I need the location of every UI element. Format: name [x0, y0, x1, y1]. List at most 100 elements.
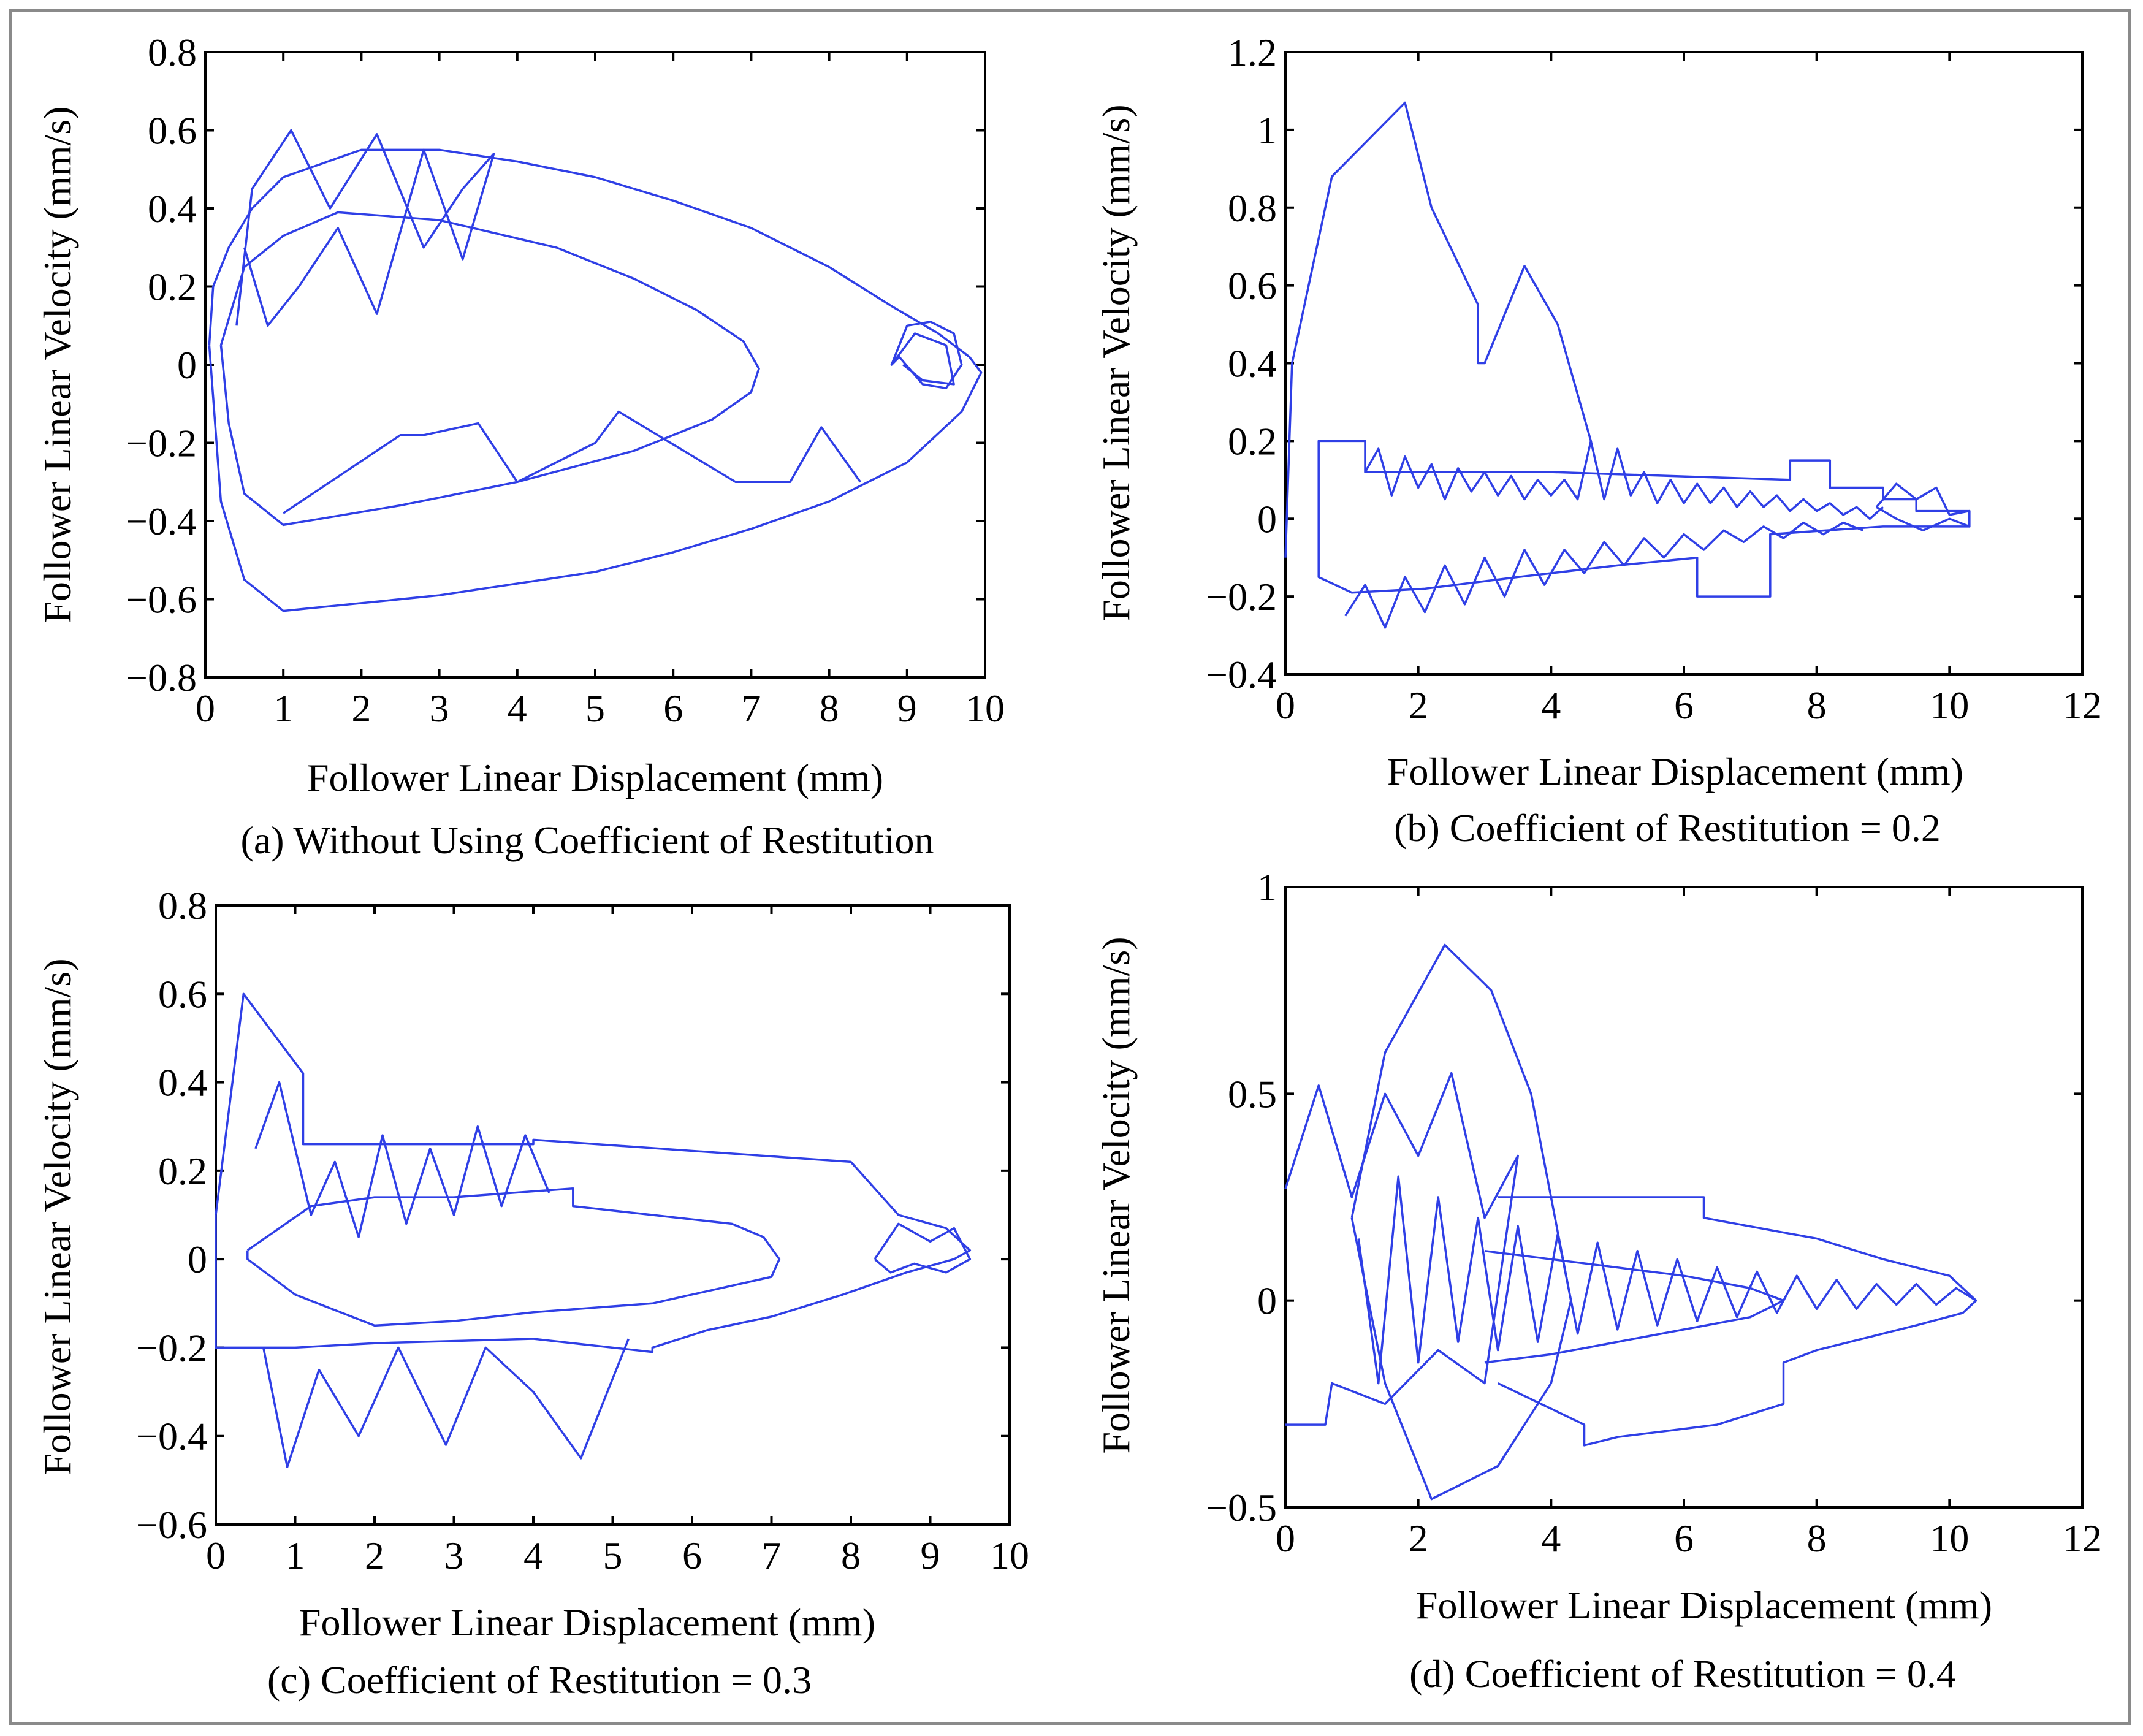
panel-b-xtick-label: 10	[1930, 683, 1969, 727]
panel-c-xtick-label: 6	[682, 1534, 702, 1577]
panel-a-caption: (a) Without Using Coefficient of Restitu…	[241, 818, 934, 862]
panel-a-ytick-label: −0.2	[126, 422, 197, 465]
panel-a-xtick-label: 0	[196, 687, 215, 730]
panel-b-xtick-label: 4	[1541, 683, 1561, 727]
panel-c-xtick-label: 0	[206, 1534, 226, 1577]
panel-b-ytick-label: 0.2	[1228, 419, 1277, 463]
panel-b-xlabel: Follower Linear Displacement (mm)	[1387, 750, 1963, 793]
panel-a-series-inner-cycle	[219, 211, 760, 527]
panel-b-plot	[1284, 101, 1971, 629]
panel-c-ytick-label: 0.8	[158, 884, 207, 927]
panel-d-xtick-label: 2	[1409, 1517, 1428, 1560]
panel-d-ytick-label: 0.5	[1228, 1072, 1277, 1116]
panel-c-plot	[215, 992, 972, 1468]
panel-d: 0 2 4 6 8 10 12−0.500.51 Follower Linear Displ…	[1094, 866, 2102, 1696]
panel-d-xtick-label: 4	[1541, 1517, 1561, 1560]
panel-a-xtick-label: 9	[897, 687, 917, 730]
panel-d-xtick-label: 8	[1807, 1517, 1827, 1560]
panel-a-xtick-label: 7	[741, 687, 761, 730]
panel-d-xtick-label: 10	[1930, 1517, 1969, 1560]
panel-a-ytick-label: −0.4	[126, 500, 197, 543]
panel-d-ylabel: Follower Linear Velocity (mm/s)	[1094, 937, 1138, 1453]
panel-c-xtick-label: 2	[365, 1534, 384, 1577]
panel-a-xtick-label: 8	[820, 687, 839, 730]
panel-a-xtick-label: 2	[351, 687, 371, 730]
panel-b-series-lower-oscillations	[1344, 521, 1864, 629]
panel-c-series-right-loop	[874, 1222, 972, 1274]
panel-d-xlabel: Follower Linear Displacement (mm)	[1416, 1583, 1992, 1627]
panel-a-series-outer-cycle	[208, 148, 983, 612]
panel-c-xtick-label: 7	[762, 1534, 782, 1577]
panel-b-ytick-label: 0.8	[1228, 186, 1277, 230]
panel-a-xtick-label: 10	[965, 687, 1005, 730]
panel-a-ytick-label: 0.6	[148, 109, 197, 153]
panel-a-xtick-label: 4	[508, 687, 527, 730]
panel-a-ytick-label: 0.8	[148, 31, 197, 74]
panel-c-ytick-label: 0.4	[158, 1061, 207, 1105]
panel-b-series-oscillations	[1364, 440, 1884, 520]
panel-b-series-right-tail	[1875, 482, 1971, 532]
panel-c-series-lower-zigzag	[262, 1338, 630, 1468]
panel-d-ytick-label: −0.5	[1206, 1486, 1277, 1529]
panel-c-ytick-label: 0	[188, 1238, 207, 1281]
panel-d-ytick-label: 1	[1257, 866, 1277, 909]
panel-b-series-outer-envelope	[1317, 440, 1971, 598]
panel-b-ticks: 0 2 4 6 8 10 12 −0.4 −0.2 0 0.2 0.4 0.6 0.8 1 1.2	[1206, 31, 2102, 727]
panel-b-series-large-lobe	[1284, 101, 1592, 558]
panel-d-plot	[1284, 943, 1977, 1501]
panel-c-series-upper-zigzag	[254, 1081, 550, 1238]
panel-a-xtick-label: 1	[273, 687, 293, 730]
panel-c-ticks: 0 1 2 3 4 5 6 7 8 9 10 −0.6 −0.4 −0.2 0 0.2 0.4 0.6 0.8	[136, 884, 1029, 1577]
panel-c-axes-box	[215, 904, 1011, 1526]
panel-a-series-spikes-lower	[283, 410, 861, 514]
panel-a-plot	[208, 129, 983, 612]
panel-a-series-right-loop	[890, 321, 963, 390]
panel-c-ytick-label: 0.6	[158, 972, 207, 1016]
panel-d-ytick-label: 0	[1257, 1279, 1277, 1323]
panel-c-xlabel: Follower Linear Displacement (mm)	[299, 1601, 875, 1644]
panel-b-ytick-label: 0.6	[1228, 264, 1277, 308]
panel-b-ytick-label: 0.4	[1228, 342, 1277, 386]
panel-b-ytick-label: 0	[1257, 497, 1277, 541]
panel-c-ytick-label: 0.2	[158, 1149, 207, 1193]
panel-a-ytick-label: 0.2	[148, 265, 197, 309]
panel-c-xtick-label: 4	[523, 1534, 543, 1577]
panel-c-xtick-label: 1	[286, 1534, 305, 1577]
panel-c-series-outer-envelope	[215, 992, 972, 1353]
panel-d-caption: (d) Coefficient of Restitution = 0.4	[1409, 1652, 1956, 1696]
panel-c-caption: (c) Coefficient of Restitution = 0.3	[267, 1658, 812, 1702]
panel-d-series-outer-envelope	[1497, 1196, 1977, 1447]
panel-c-ytick-label: −0.6	[136, 1503, 207, 1547]
panel-c-series-inner-envelope	[246, 1187, 781, 1327]
panel-b-ytick-label: −0.2	[1206, 575, 1277, 619]
panel-b-xtick-label: 6	[1674, 683, 1694, 727]
panel-a-series-spikes-upper	[235, 129, 495, 327]
panel-a: 0 1 2 3 4 5 6 7 8 9 10 −0.8 −0.6 −0.4 −0.2 0 0.2 0.4 0.6 0.…	[36, 31, 1005, 862]
panel-b-xtick-label: 2	[1409, 683, 1428, 727]
panel-b-axes-box	[1284, 51, 2084, 676]
panel-d-xtick-label: 0	[1276, 1517, 1295, 1560]
panel-a-ytick-label: 0	[177, 343, 197, 387]
panel-b: 0 2 4 6 8 10 12 −0.4 −0.2 0 0.2 0.4 0.6 0.8 1 1.2 Follo…	[1094, 31, 2102, 850]
panel-c-xtick-label: 5	[603, 1534, 623, 1577]
panel-c-ytick-label: −0.2	[136, 1326, 207, 1369]
panel-b-caption: (b) Coefficient of Restitution = 0.2	[1394, 806, 1941, 850]
panel-a-axes-box	[204, 51, 986, 679]
panel-a-xtick-label: 6	[663, 687, 683, 730]
panel-a-ytick-label: 0.4	[148, 187, 197, 230]
panel-a-xtick-label: 3	[430, 687, 449, 730]
panel-b-ytick-label: −0.4	[1206, 653, 1277, 696]
panel-c-ylabel: Follower Linear Velocity (mm/s)	[36, 958, 79, 1475]
panel-d-series-left-lobes	[1284, 1072, 1519, 1426]
panel-d-xtick-label: 6	[1674, 1517, 1694, 1560]
panel-b-xtick-label: 12	[2063, 683, 2102, 727]
panel-a-ytick-label: −0.6	[126, 578, 197, 622]
panel-a-xlabel: Follower Linear Displacement (mm)	[307, 756, 883, 799]
panel-d-series-big-arc	[1350, 943, 1572, 1501]
panel-a-ticks: 0 1 2 3 4 5 6 7 8 9 10 −0.8 −0.6 −0.4 −0.2 0 0.2 0.4 0.6 0.…	[126, 31, 1005, 730]
panel-c-xtick-label: 10	[990, 1534, 1029, 1577]
panel-b-ytick-label: 1	[1257, 108, 1277, 152]
panel-d-series-zigzag	[1357, 1175, 1977, 1385]
panel-a-ylabel: Follower Linear Velocity (mm/s)	[36, 106, 79, 623]
